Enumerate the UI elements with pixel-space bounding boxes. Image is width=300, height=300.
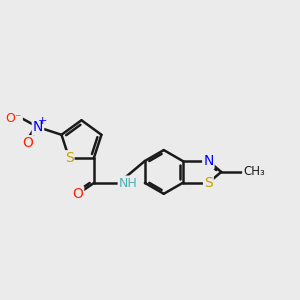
Text: O⁻: O⁻ (5, 112, 22, 125)
Text: O: O (22, 136, 33, 150)
Text: +: + (38, 116, 47, 126)
Text: N: N (203, 154, 214, 168)
Text: NH: NH (118, 176, 137, 190)
Text: CH₃: CH₃ (243, 165, 265, 178)
Text: N: N (33, 120, 43, 134)
Text: O: O (72, 187, 83, 201)
Text: S: S (204, 176, 213, 190)
Text: S: S (65, 151, 74, 165)
